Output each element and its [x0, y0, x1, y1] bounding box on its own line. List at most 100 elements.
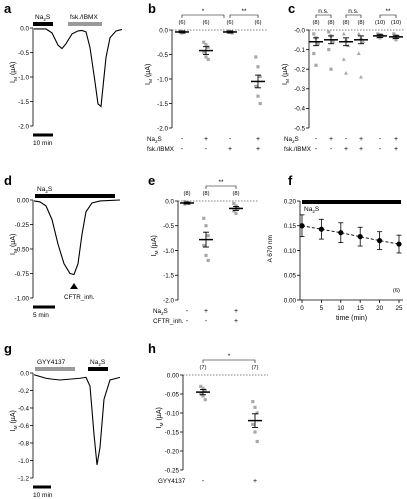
- n-label: (7): [251, 365, 258, 371]
- y-tick-label: -1.0: [18, 458, 29, 465]
- y-tick-label: -0.10: [165, 410, 180, 417]
- data-point: [344, 71, 348, 75]
- y-tick-label: -0.1: [294, 47, 305, 54]
- y-tick-label: 0.00: [284, 297, 297, 304]
- data-point: [361, 39, 366, 44]
- condition-sign: +: [253, 478, 257, 485]
- trace-panel-g: IM (µA) GYY4137 Na2S 10 min: [10, 359, 121, 499]
- condition-label: Na2S: [284, 136, 299, 144]
- y-tick-label: -0.50: [15, 246, 30, 253]
- condition-sign: -: [205, 318, 208, 325]
- significance-bracket: [229, 14, 259, 18]
- significance-bracket: [202, 359, 256, 363]
- y-tick-label: 0.0: [20, 25, 29, 32]
- data-point: [204, 224, 208, 228]
- scalebar-label: 10 min: [33, 492, 53, 499]
- y-tick-label: -2.0: [18, 123, 29, 130]
- data-point: [203, 398, 207, 402]
- n-label: (10): [391, 20, 401, 26]
- current-trace: [33, 374, 121, 465]
- trace-panel-a: IM (µA) Na2S fsk./IBMX 10 min: [10, 14, 123, 147]
- n-label: (6): [393, 288, 400, 294]
- condition-label: GYY4137: [158, 478, 186, 485]
- y-axis-label: IM (µA): [10, 234, 19, 255]
- y-axis: 0.00 -0.25 -0.50 -0.75 -1.00: [15, 197, 34, 302]
- data-point: [199, 392, 203, 396]
- data-point: [396, 241, 402, 247]
- data-point: [201, 394, 205, 398]
- y-tick-label: -1.5: [157, 101, 168, 108]
- data-point: [341, 31, 346, 36]
- condition-sign: +: [256, 136, 260, 143]
- condition-label: fsk./IBMX: [147, 146, 175, 153]
- condition-sign: -: [315, 146, 318, 153]
- y-tick-label: -1.2: [18, 475, 29, 482]
- n-label: (8): [232, 191, 239, 197]
- data-point: [331, 40, 335, 44]
- n-label: (6): [178, 20, 185, 26]
- y-axis-label: IM (µA): [156, 407, 165, 428]
- data-point: [357, 234, 363, 240]
- y-axis: 0.00 -0.05 -0.10 -0.15 -0.20 -0.25: [165, 372, 184, 474]
- condition-sign: -: [345, 136, 348, 143]
- y-axis: 0.20 0.15 0.10 0.05 0.00: [284, 198, 301, 304]
- condition-sign: -: [181, 146, 184, 153]
- y-tick-label: -0.0: [294, 27, 305, 34]
- condition-sign: -: [202, 478, 205, 485]
- data-point: [206, 258, 210, 262]
- trace-panel-d: IM (µA) Na2S 5 min: [10, 186, 121, 319]
- y-tick-label: -1.00: [15, 295, 30, 302]
- series-line: [301, 225, 400, 245]
- data-point: [183, 199, 187, 204]
- condition-sign: +: [234, 308, 238, 315]
- y-tick-label: 0.00: [167, 372, 180, 379]
- condition-label: fsk./IBMX: [284, 146, 312, 153]
- data-point: [201, 386, 205, 390]
- significance-label: **: [385, 8, 391, 15]
- y-tick-label: -0.05: [165, 391, 180, 398]
- significance-label: **: [218, 179, 224, 186]
- stimulus-bar: [35, 194, 115, 198]
- panel-label-e: e: [148, 173, 155, 188]
- stimulus-bar: [302, 200, 401, 204]
- y-axis-label: IM (µA): [282, 64, 291, 85]
- y-tick-label: 0.00: [17, 197, 30, 204]
- data-point: [299, 223, 305, 229]
- x-tick-label: 15: [357, 305, 365, 312]
- x-tick-label: 10: [337, 305, 345, 312]
- significance-label: n.s.: [348, 8, 359, 15]
- y-axis-label: IM (µA): [10, 410, 19, 431]
- data-point: [232, 209, 236, 213]
- time-course-panel: A 670 nm 0 5 10 15 20 25 time (min) Na2S (6): [267, 200, 403, 322]
- data-point: [327, 48, 331, 52]
- y-tick-label: 0.05: [284, 273, 297, 280]
- y-tick-label: 0.15: [284, 223, 297, 230]
- n-label: (7): [199, 365, 206, 371]
- data-point: [253, 430, 257, 434]
- condition-sign: -: [315, 136, 318, 143]
- n-label: (6): [226, 20, 233, 26]
- significance-bracket: [181, 14, 225, 18]
- condition-label: Na2S: [153, 308, 168, 316]
- condition-sign: +: [228, 146, 232, 153]
- panel-label-b: b: [148, 1, 156, 16]
- condition-sign: -: [186, 308, 189, 315]
- x-tick-label: 5: [320, 305, 324, 312]
- current-trace: [33, 199, 121, 276]
- panel-label-f: f: [288, 173, 293, 188]
- y-tick-label: -0.4: [18, 405, 29, 412]
- data-point: [202, 243, 206, 248]
- data-point: [253, 405, 257, 409]
- data-point: [202, 50, 206, 54]
- y-tick-label: -0.20: [165, 448, 180, 455]
- y-tick-label: 0.0: [159, 27, 168, 34]
- stimulus-bar: [68, 22, 102, 26]
- data-point: [356, 51, 361, 56]
- y-tick-label: -0.5: [294, 125, 305, 132]
- y-tick-label: -1.0: [163, 248, 174, 255]
- x-tick-label: 20: [376, 305, 384, 312]
- y-tick-label: -1.0: [157, 76, 168, 83]
- y-axis-label: IM (µA): [145, 64, 154, 85]
- condition-sign: -: [181, 136, 184, 143]
- data-point: [341, 57, 346, 61]
